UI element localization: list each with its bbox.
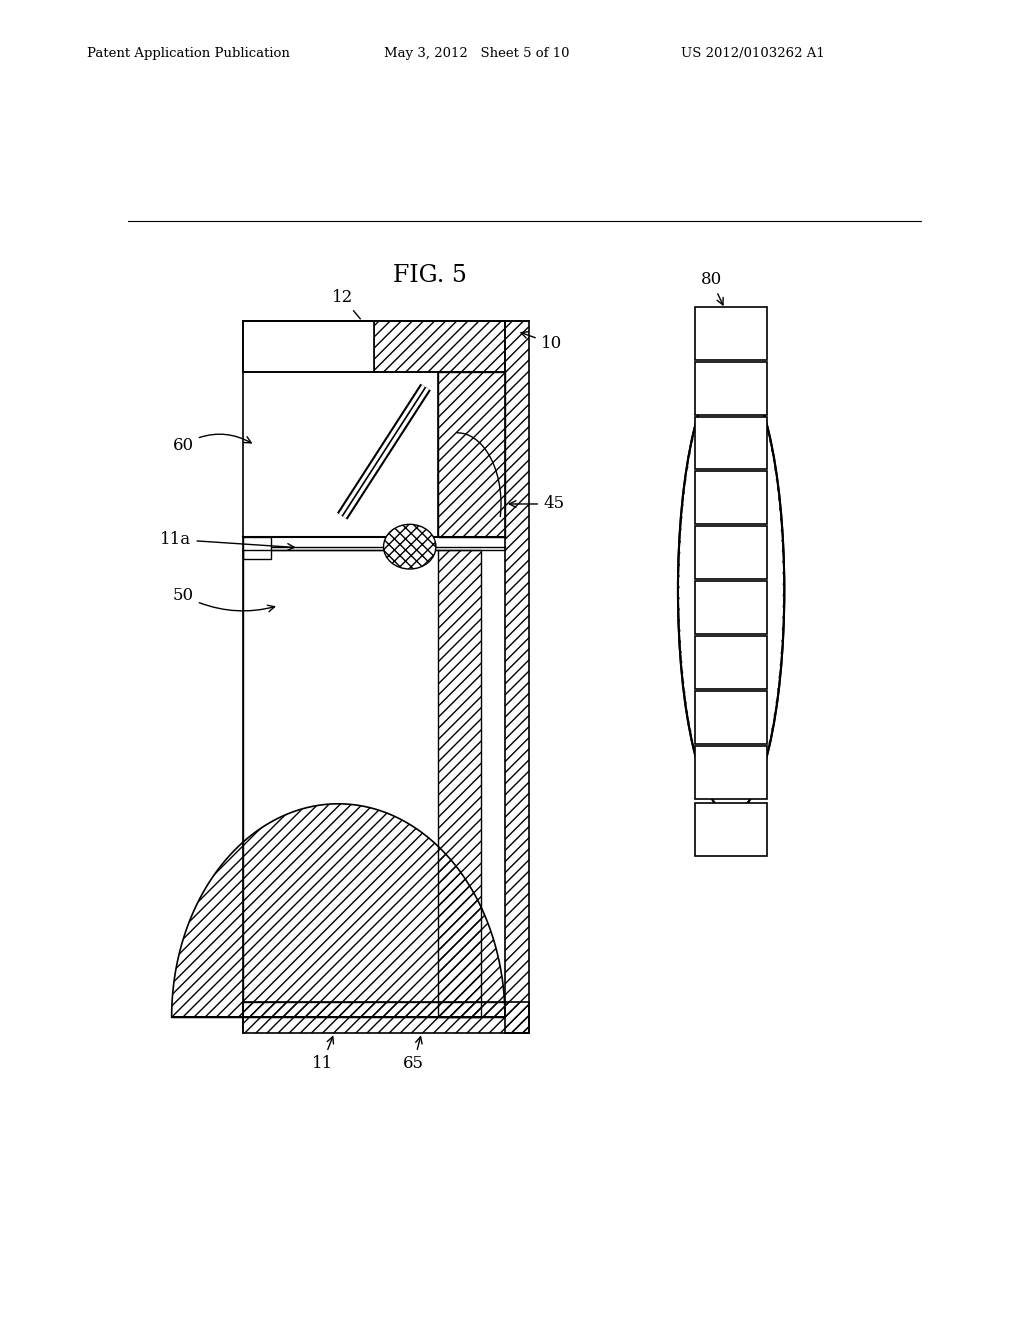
Bar <box>243 372 437 549</box>
Bar <box>695 746 767 799</box>
Text: 45: 45 <box>509 495 564 512</box>
Bar <box>374 321 505 372</box>
Bar <box>695 527 767 579</box>
Text: Patent Application Publication: Patent Application Publication <box>87 46 290 59</box>
Text: 10: 10 <box>521 331 562 352</box>
Text: May 3, 2012   Sheet 5 of 10: May 3, 2012 Sheet 5 of 10 <box>384 46 569 59</box>
Text: 60: 60 <box>173 434 251 454</box>
Bar <box>243 549 505 1002</box>
Bar <box>437 372 505 536</box>
Bar <box>243 536 270 558</box>
Bar <box>695 690 767 744</box>
Bar <box>437 549 481 1018</box>
Ellipse shape <box>384 524 436 569</box>
Text: FIG. 5: FIG. 5 <box>392 264 467 286</box>
Ellipse shape <box>680 368 782 812</box>
Bar <box>695 417 767 470</box>
Text: 80: 80 <box>700 272 723 305</box>
Bar <box>695 803 767 855</box>
Text: US 2012/0103262 A1: US 2012/0103262 A1 <box>681 46 824 59</box>
Bar <box>243 321 374 372</box>
Text: 11a: 11a <box>161 531 294 550</box>
Text: 50: 50 <box>173 587 274 611</box>
Bar <box>695 306 767 359</box>
Bar <box>695 581 767 634</box>
Text: 12: 12 <box>332 289 360 319</box>
Bar <box>505 321 528 1032</box>
Text: 65: 65 <box>403 1036 424 1072</box>
Bar <box>243 1002 528 1032</box>
Text: 11: 11 <box>311 1036 334 1072</box>
Bar <box>695 362 767 414</box>
Bar <box>695 636 767 689</box>
Bar <box>695 471 767 524</box>
